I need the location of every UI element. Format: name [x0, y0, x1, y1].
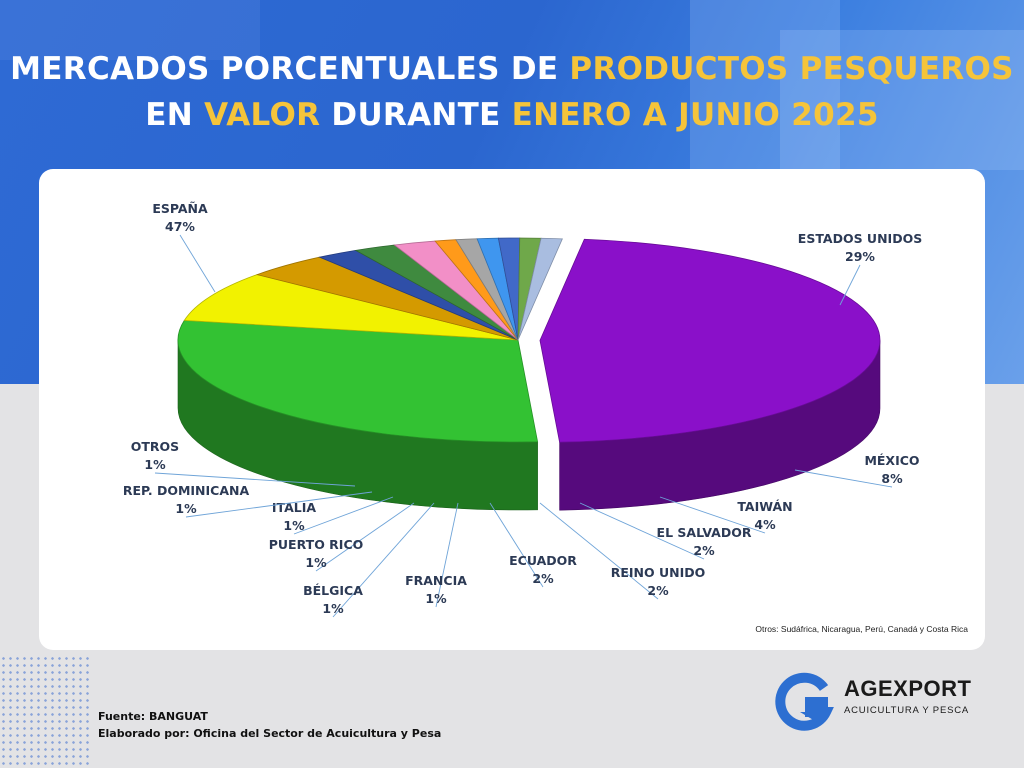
data-value-estados-unidos: 29% — [845, 249, 875, 264]
title-highlight: ENERO A JUNIO 2025 — [511, 97, 879, 133]
data-value-ecuador: 2% — [532, 571, 554, 586]
dot-pattern-decoration — [0, 655, 90, 768]
leader-line-taiwan — [659, 496, 766, 534]
leader-line-otros — [154, 472, 356, 487]
logo-g-icon — [775, 672, 834, 731]
data-value-italia: 1% — [283, 518, 305, 533]
data-label-otros: OTROS — [131, 439, 179, 454]
data-label-rep-dominicana: REP. DOMINICANA — [123, 483, 250, 498]
leader-line-ecuador — [489, 502, 544, 588]
data-label-francia: FRANCIA — [405, 573, 467, 588]
page-title: MERCADOS PORCENTUALES DE PRODUCTOS PESQU… — [0, 46, 1024, 138]
data-value-reino-unido: 2% — [647, 583, 669, 598]
leader-line-francia — [435, 502, 459, 608]
data-label-belgica: BÉLGICA — [303, 583, 363, 598]
data-value-rep-dominicana: 1% — [175, 501, 197, 516]
leader-line-italia — [293, 496, 394, 535]
others-note: Otros: Sudáfrica, Nicaragua, Perú, Canad… — [755, 624, 968, 634]
title-highlight: PRODUCTOS PESQUEROS — [569, 51, 1014, 87]
leader-line-rep-dominicana — [185, 491, 373, 518]
data-value-mexico: 8% — [881, 471, 903, 486]
data-value-espana: 47% — [165, 219, 195, 234]
data-value-belgica: 1% — [322, 601, 344, 616]
leader-line-reino-unido — [539, 502, 659, 600]
logo-name: AGEXPORT — [844, 676, 972, 701]
title-text: DURANTE — [320, 97, 512, 133]
footer-credits: Fuente: BANGUAT Elaborado por: Oficina d… — [98, 708, 441, 742]
slice-espana — [539, 238, 881, 443]
title-text: EN — [145, 97, 205, 133]
slice-mexico — [183, 274, 519, 341]
data-value-otros: 1% — [144, 457, 166, 472]
slice-estados-unidos — [177, 319, 539, 443]
leader-line-espana — [179, 234, 216, 293]
leader-line-el-salvador — [579, 502, 705, 560]
light-decoration — [0, 0, 260, 60]
leader-line-puerto-rico — [315, 502, 415, 572]
data-value-francia: 1% — [425, 591, 447, 606]
agexport-logo: AGEXPORT ACUICULTURA Y PESCA — [770, 672, 972, 732]
leader-line-belgica — [332, 502, 435, 618]
data-label-ecuador: ECUADOR — [509, 553, 577, 568]
logo-subtitle: ACUICULTURA Y PESCA — [844, 705, 970, 716]
leader-line-mexico — [794, 469, 893, 488]
source-text: Fuente: BANGUAT — [98, 710, 208, 723]
container-decoration — [690, 0, 840, 200]
data-label-puerto-rico: PUERTO RICO — [269, 537, 364, 552]
leader-line-estados-unidos — [839, 264, 861, 306]
data-value-puerto-rico: 1% — [305, 555, 327, 570]
title-text: MERCADOS PORCENTUALES DE — [10, 51, 570, 87]
data-label-taiwan: TAIWÁN — [737, 499, 792, 514]
data-value-el-salvador: 2% — [693, 543, 715, 558]
data-label-espana: ESPAÑA — [152, 201, 208, 216]
data-label-reino-unido: REINO UNIDO — [611, 565, 706, 580]
data-label-estados-unidos: ESTADOS UNIDOS — [798, 231, 922, 246]
title-line-2: EN VALOR DURANTE ENERO A JUNIO 2025 — [0, 92, 1024, 138]
data-label-mexico: MÉXICO — [864, 453, 919, 468]
title-highlight: VALOR — [204, 97, 321, 133]
slice-otros — [517, 237, 563, 341]
title-line-1: MERCADOS PORCENTUALES DE PRODUCTOS PESQU… — [0, 46, 1024, 92]
data-label-el-salvador: EL SALVADOR — [657, 525, 752, 540]
container-decoration — [780, 30, 1024, 170]
data-value-taiwan: 4% — [754, 517, 776, 532]
author-text: Elaborado por: Oficina del Sector de Acu… — [98, 727, 442, 740]
